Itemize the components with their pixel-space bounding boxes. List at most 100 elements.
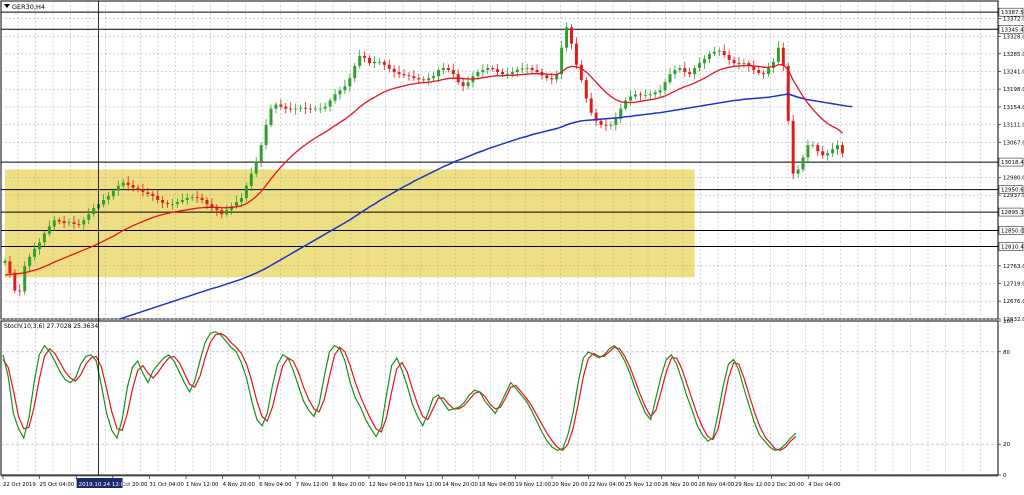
moving-average-slow (117, 93, 853, 319)
candle (486, 63, 490, 75)
level-price-badge (998, 157, 1024, 167)
candle-body (432, 76, 436, 79)
x-tick-label: 19 Nov 12:00 (515, 482, 551, 488)
candle (727, 50, 731, 65)
candle-body (781, 47, 785, 66)
candle (402, 69, 406, 78)
symbol-title: GER30,H4 (4, 3, 45, 11)
candle (530, 65, 534, 75)
candle-body (476, 72, 480, 77)
candle-body (407, 75, 411, 77)
x-tick-label: 13 Nov 12:00 (406, 482, 442, 488)
candle-body (836, 145, 839, 150)
candle-body (466, 82, 470, 87)
candle (806, 139, 810, 162)
candle-body (313, 108, 317, 110)
candle-body (417, 78, 421, 80)
candle (18, 284, 22, 297)
candle (594, 108, 598, 126)
candle (712, 46, 716, 57)
candle-body (161, 200, 165, 203)
candle (279, 99, 283, 110)
candle (377, 57, 381, 66)
candle-body (550, 78, 554, 80)
level-price-label: 13018.4 (1001, 160, 1024, 166)
candle (525, 63, 529, 75)
candle (762, 70, 766, 79)
candle-body (570, 27, 573, 44)
candle (565, 22, 569, 52)
candle-body (629, 96, 633, 101)
candle-body (136, 187, 140, 190)
candle-body (220, 210, 224, 215)
candle (264, 119, 268, 150)
x-tick-label: 25 Nov 12:00 (625, 482, 661, 488)
candle-body (579, 64, 583, 81)
candle-body (225, 210, 229, 215)
candle (358, 49, 362, 69)
candle (77, 219, 81, 229)
candle (757, 65, 761, 76)
candle-body (3, 260, 7, 263)
candle-body (264, 124, 268, 146)
x-tick-label: 22 Nov 04:00 (589, 482, 625, 488)
x-tick-label: 28 Nov 04:00 (698, 482, 734, 488)
candle (111, 188, 115, 200)
candle (658, 85, 662, 99)
candle-body (358, 55, 362, 66)
horizontal-levels: 13387.5 13345.4 13018.4 12950.6 12895.3 12850… (1, 7, 1024, 251)
candle (560, 41, 564, 80)
candle-body (333, 94, 337, 101)
candle-body (235, 202, 239, 207)
candle (28, 253, 32, 272)
x-tick-label: 14 Nov 20:00 (442, 482, 478, 488)
candle-body (205, 200, 209, 205)
candle (368, 55, 372, 66)
x-tick-label: 4 Nov 20:00 (223, 482, 256, 488)
candle-body (67, 222, 71, 224)
candle (432, 72, 436, 82)
candle-body (821, 151, 825, 156)
demand-zone-rectangle[interactable] (5, 169, 695, 278)
candle (437, 67, 440, 82)
crosshair[interactable]: 2019.10.24 12:00 (76, 1, 129, 488)
y-tick-label: 13285.0 (1003, 52, 1024, 58)
candle (200, 193, 204, 204)
candle-body (560, 47, 564, 75)
candle-body (372, 61, 376, 64)
stoch-y-tick-label: 100 (1003, 319, 1014, 325)
stochastic-levels (1, 351, 998, 445)
candle-body (481, 70, 485, 73)
candle-body (673, 70, 677, 75)
candle-body (190, 197, 194, 198)
candle-body (796, 169, 800, 174)
y-tick-label: 13067.0 (1003, 140, 1024, 146)
y-tick-label: 13328.0 (1003, 34, 1024, 40)
candle (693, 65, 697, 80)
candle-body (698, 63, 702, 69)
candle (619, 103, 623, 123)
candle-body (171, 204, 174, 205)
candle (338, 86, 342, 100)
candle-body (269, 108, 273, 125)
candle-body (441, 68, 445, 71)
moving-average-fast (4, 64, 843, 276)
candle (481, 64, 485, 78)
level-price-label: 12850.0 (1001, 228, 1024, 234)
x-tick-label: 2 Dec 20:00 (772, 482, 805, 488)
candle (106, 191, 110, 205)
candle (313, 105, 317, 112)
candle (624, 97, 628, 112)
candle-body (254, 161, 258, 174)
candle-body (717, 50, 721, 52)
chevron-down-icon[interactable] (4, 4, 10, 8)
candle (653, 89, 657, 99)
candle-body (13, 272, 17, 291)
y-tick-label: 12719.0 (1003, 282, 1024, 288)
candle (343, 79, 347, 95)
candle (412, 70, 416, 82)
candle-body (678, 68, 682, 71)
candle (392, 65, 396, 78)
candle-body (146, 192, 150, 194)
candle-body (363, 55, 367, 58)
